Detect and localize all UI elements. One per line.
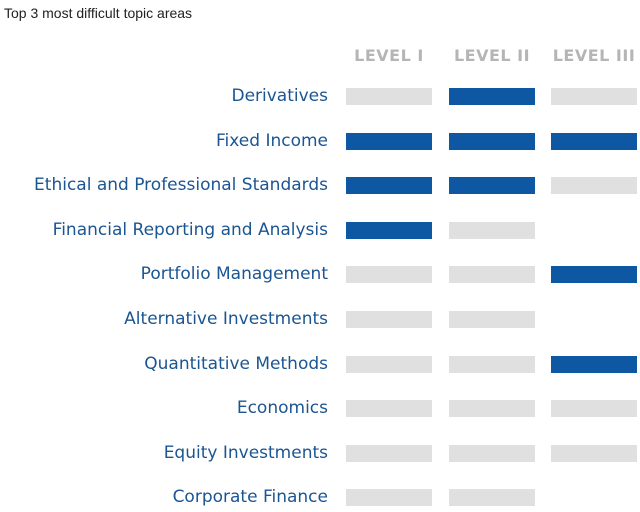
included-marker — [449, 400, 535, 418]
included-marker — [346, 88, 432, 105]
included-marker — [449, 221, 535, 239]
difficult-marker — [449, 132, 535, 150]
topic-label: Ethical and Professional Standards — [34, 175, 328, 196]
difficult-marker — [449, 88, 535, 105]
difficult-marker — [346, 177, 432, 195]
topic-label: Economics — [236, 398, 328, 419]
chart-title: Top 3 most difficult topic areas — [4, 5, 193, 21]
topic-label: Equity Investments — [163, 442, 328, 463]
included-marker — [551, 400, 637, 418]
topic-label: Portfolio Management — [140, 264, 328, 285]
difficult-marker — [346, 221, 432, 239]
difficult-marker — [551, 266, 637, 284]
included-marker — [449, 489, 535, 507]
topic-label: Corporate Finance — [172, 487, 328, 508]
included-marker — [551, 88, 637, 105]
topic-row: Equity Investments — [0, 442, 640, 463]
included-marker — [449, 355, 535, 373]
topic-row: Derivatives — [0, 86, 640, 106]
included-marker — [551, 444, 637, 462]
topic-label: Quantitative Methods — [144, 353, 328, 374]
topic-label: Financial Reporting and Analysis — [52, 219, 328, 240]
topic-label: Alternative Investments — [124, 309, 328, 329]
included-marker — [346, 355, 432, 373]
included-marker — [346, 266, 432, 284]
difficult-marker — [449, 177, 535, 195]
difficult-marker — [346, 132, 432, 150]
column-header-level-3: LEVEL III — [552, 46, 636, 65]
included-marker — [551, 177, 637, 195]
topic-row: Economics — [0, 398, 640, 419]
column-header-level-2: LEVEL II — [453, 46, 531, 65]
topic-row: Alternative Investments — [0, 309, 640, 329]
topic-row: Ethical and Professional Standards — [0, 175, 640, 196]
topic-row: Quantitative Methods — [0, 353, 640, 374]
topic-row: Corporate Finance — [0, 487, 640, 508]
topic-row: Portfolio Management — [0, 264, 640, 285]
column-header-level-1: LEVEL I — [354, 46, 424, 65]
included-marker — [449, 444, 535, 462]
difficult-marker — [551, 132, 637, 150]
included-marker — [346, 311, 432, 328]
included-marker — [346, 444, 432, 462]
topic-label: Fixed Income — [215, 130, 328, 151]
topic-row: Fixed Income — [0, 130, 640, 151]
included-marker — [449, 311, 535, 328]
topic-label: Derivatives — [231, 86, 328, 106]
difficult-marker — [551, 355, 637, 373]
topic-row: Financial Reporting and Analysis — [0, 219, 640, 240]
included-marker — [449, 266, 535, 284]
included-marker — [346, 400, 432, 418]
included-marker — [346, 489, 432, 507]
